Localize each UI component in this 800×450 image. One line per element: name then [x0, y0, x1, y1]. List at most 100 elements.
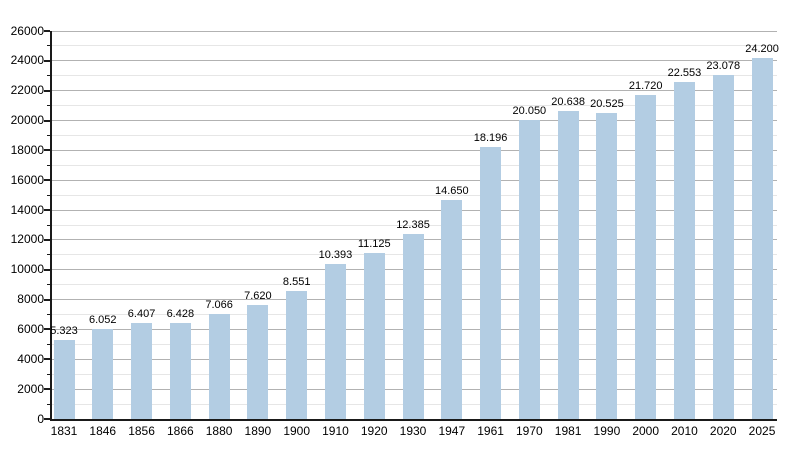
y-tick-major — [44, 179, 50, 182]
y-axis-label: 20000 — [10, 113, 44, 128]
y-tick-minor — [47, 224, 50, 226]
bar — [596, 112, 618, 419]
bar-value-label: 18.196 — [473, 132, 508, 145]
gridline-major — [52, 90, 777, 92]
bar-value-label: 20.525 — [590, 97, 624, 110]
x-axis-label: 1930 — [399, 424, 427, 438]
x-axis-label: 1970 — [516, 424, 543, 438]
y-axis-label: 18000 — [10, 142, 44, 157]
gridline-minor — [52, 224, 777, 226]
y-axis-label: 4000 — [17, 351, 44, 366]
x-axis-label: 2020 — [709, 424, 737, 438]
bar — [324, 263, 346, 419]
x-axis-label: 2025 — [748, 424, 776, 438]
y-tick-minor — [47, 164, 50, 166]
bar — [247, 305, 269, 419]
x-axis-label: 2010 — [671, 424, 698, 438]
bar-value-label: 8.551 — [282, 276, 311, 289]
y-axis-label: 24000 — [10, 53, 44, 68]
x-axis-label: 1900 — [283, 424, 311, 438]
gridline-major — [52, 60, 777, 62]
gridline-major — [52, 30, 777, 32]
gridline-major — [52, 179, 777, 181]
x-axis-label: 1920 — [360, 424, 388, 438]
y-tick-major — [44, 298, 50, 301]
y-tick-minor — [47, 105, 50, 107]
y-axis-label: 8000 — [17, 292, 44, 307]
y-tick-minor — [47, 343, 50, 345]
y-axis-label: 22000 — [10, 83, 44, 98]
bar — [169, 323, 191, 419]
bar — [286, 291, 308, 419]
x-axis-label: 1981 — [554, 424, 582, 438]
x-axis-label: 1866 — [166, 424, 194, 438]
bar — [441, 200, 463, 419]
y-axis-label: 12000 — [10, 232, 44, 247]
y-tick-minor — [47, 134, 50, 136]
bar-value-label: 6.407 — [127, 308, 156, 321]
gridline-minor — [52, 194, 777, 196]
y-tick-major — [44, 418, 50, 420]
y-tick-minor — [47, 403, 50, 405]
x-axis-label: 1910 — [322, 424, 349, 438]
bar — [557, 111, 579, 419]
bar — [518, 119, 540, 419]
y-axis-label: 26000 — [10, 23, 44, 38]
y-tick-minor — [47, 284, 50, 286]
y-tick-major — [44, 388, 50, 391]
bar — [673, 82, 695, 419]
y-axis-label: 16000 — [10, 172, 44, 187]
y-tick-major — [44, 119, 50, 122]
y-tick-minor — [47, 373, 50, 375]
bar-value-label: 6.428 — [166, 308, 195, 321]
bar-value-label: 11.125 — [357, 237, 391, 250]
x-axis-label: 2000 — [632, 424, 660, 438]
gridline-minor — [52, 164, 777, 166]
gridline-major — [52, 209, 777, 211]
y-tick-major — [44, 238, 50, 241]
y-tick-major — [44, 268, 50, 271]
bar — [635, 94, 657, 419]
y-tick-major — [44, 59, 50, 62]
bar-value-label: 10.393 — [318, 248, 353, 261]
bar — [480, 147, 502, 419]
bar-value-label: 21.720 — [628, 79, 663, 92]
y-tick-major — [44, 209, 50, 212]
y-tick-major — [44, 149, 50, 152]
x-axis-label: 1880 — [205, 424, 233, 438]
x-axis-label: 1831 — [50, 424, 78, 438]
gridline-minor — [52, 105, 777, 107]
y-tick-major — [44, 358, 50, 361]
x-axis-label: 1947 — [438, 424, 466, 438]
gridline-major — [52, 149, 777, 151]
gridline-minor — [52, 134, 777, 136]
y-tick-major — [44, 30, 50, 32]
bar-value-label: 7.620 — [244, 290, 272, 303]
x-axis-label: 1890 — [244, 424, 272, 438]
x-axis-label: 1961 — [477, 424, 504, 438]
bar-value-label: 5.323 — [50, 324, 78, 337]
y-tick-minor — [47, 314, 50, 316]
bar-value-label: 22.553 — [667, 67, 702, 80]
y-tick-minor — [47, 194, 50, 196]
bar-value-label: 24.200 — [745, 42, 779, 55]
bar-value-label: 20.638 — [551, 96, 585, 109]
y-axis-label: 2000 — [17, 381, 44, 396]
gridline-major — [52, 120, 777, 122]
bar-value-label: 20.050 — [512, 104, 547, 117]
bar — [208, 313, 230, 419]
y-axis-label: 14000 — [10, 202, 44, 217]
bar — [363, 252, 385, 419]
bar-value-label: 6.052 — [89, 313, 117, 326]
y-tick-minor — [47, 254, 50, 256]
bar-value-label: 23.078 — [706, 59, 741, 72]
y-axis-label: 10000 — [10, 262, 44, 277]
bar-value-label: 14.650 — [434, 185, 469, 198]
gridline-minor — [52, 75, 777, 77]
bar-value-label: 7.066 — [205, 298, 233, 311]
gridline-minor — [52, 45, 777, 47]
y-axis-label: 0 — [37, 411, 44, 426]
bar — [53, 339, 75, 419]
y-tick-major — [44, 89, 50, 92]
